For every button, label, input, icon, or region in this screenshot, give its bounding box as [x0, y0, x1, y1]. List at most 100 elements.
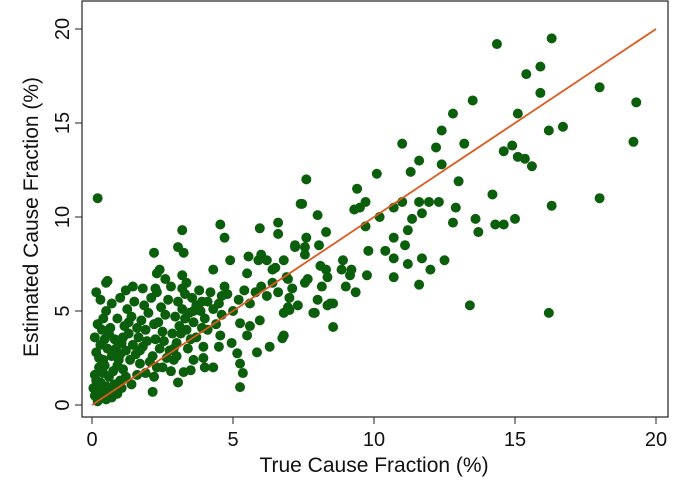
data-point	[173, 377, 184, 388]
data-point	[322, 272, 333, 283]
x-tick-label: 0	[86, 429, 97, 451]
data-point	[198, 353, 209, 363]
data-point	[416, 208, 427, 219]
data-point	[402, 225, 413, 236]
data-point	[519, 153, 530, 164]
data-point	[254, 223, 265, 234]
data-point	[95, 294, 106, 305]
data-point	[235, 318, 246, 329]
data-point	[141, 336, 152, 347]
data-point	[261, 290, 272, 301]
x-tick-label: 10	[363, 429, 385, 451]
y-axis: 0 5 10 15 20	[52, 18, 82, 411]
data-point	[177, 270, 188, 281]
data-point	[226, 337, 237, 348]
data-point	[118, 332, 129, 343]
data-point	[380, 245, 391, 256]
data-point	[273, 217, 284, 228]
data-point	[149, 319, 160, 330]
data-point	[157, 326, 168, 337]
data-point	[543, 125, 554, 136]
data-point	[388, 272, 399, 283]
x-axis: 0 5 10 15 20	[86, 417, 667, 451]
x-axis-label: True Cause Fraction (%)	[259, 454, 488, 477]
data-point	[436, 159, 447, 170]
y-tick-label: 0	[52, 399, 74, 410]
data-point	[232, 348, 243, 359]
data-point	[215, 219, 226, 230]
data-point	[188, 354, 199, 365]
data-point	[133, 332, 144, 343]
data-point	[235, 358, 246, 369]
data-point	[467, 95, 478, 106]
data-point	[161, 353, 172, 363]
data-point	[299, 242, 310, 253]
data-point	[129, 296, 140, 307]
data-point	[122, 304, 133, 315]
data-point	[106, 392, 117, 403]
data-point	[337, 255, 348, 266]
data-point	[253, 255, 264, 266]
data-point	[546, 200, 557, 211]
data-point	[292, 300, 303, 311]
data-point	[439, 255, 450, 266]
data-point	[112, 360, 123, 371]
data-point	[594, 193, 605, 204]
y-tick-label: 15	[52, 112, 74, 134]
data-point	[345, 270, 356, 281]
data-point	[352, 183, 363, 194]
data-point	[205, 287, 216, 298]
data-point	[459, 138, 470, 149]
data-point	[213, 341, 224, 352]
data-point	[299, 249, 310, 260]
data-point	[225, 255, 236, 266]
data-point	[178, 247, 189, 258]
data-point	[156, 302, 167, 313]
data-point	[151, 268, 162, 279]
data-point	[361, 270, 372, 281]
data-point	[400, 240, 411, 251]
data-point	[165, 366, 176, 377]
data-point	[526, 161, 537, 172]
data-point	[91, 287, 102, 298]
data-point	[631, 97, 642, 108]
data-point	[301, 174, 312, 185]
data-point	[160, 274, 171, 285]
data-point	[102, 275, 113, 286]
data-point	[363, 245, 374, 256]
data-point	[512, 108, 523, 119]
data-point	[136, 315, 147, 326]
data-point	[116, 383, 127, 394]
data-point	[216, 290, 227, 301]
data-point	[388, 253, 399, 264]
data-point	[92, 319, 103, 330]
data-point	[628, 136, 639, 147]
data-point	[88, 383, 99, 394]
data-point	[143, 307, 154, 318]
x-tick-label: 20	[645, 429, 667, 451]
y-tick-label: 20	[52, 18, 74, 40]
data-point	[99, 360, 110, 371]
data-point	[321, 227, 332, 238]
data-point	[160, 309, 171, 320]
data-point	[264, 341, 275, 352]
data-point	[453, 176, 464, 187]
data-point	[423, 196, 434, 207]
data-point	[416, 253, 427, 264]
data-point	[336, 264, 347, 275]
data-point	[147, 386, 158, 397]
data-point	[510, 213, 520, 224]
data-point	[177, 225, 188, 236]
data-point	[256, 281, 267, 292]
data-point	[149, 247, 160, 258]
data-point	[312, 210, 323, 221]
data-point	[144, 356, 155, 367]
data-point	[433, 196, 444, 207]
data-point	[177, 283, 188, 294]
data-point	[244, 321, 255, 332]
data-point	[134, 345, 145, 356]
data-point	[447, 217, 458, 228]
data-point	[208, 264, 219, 275]
data-point	[150, 334, 161, 345]
